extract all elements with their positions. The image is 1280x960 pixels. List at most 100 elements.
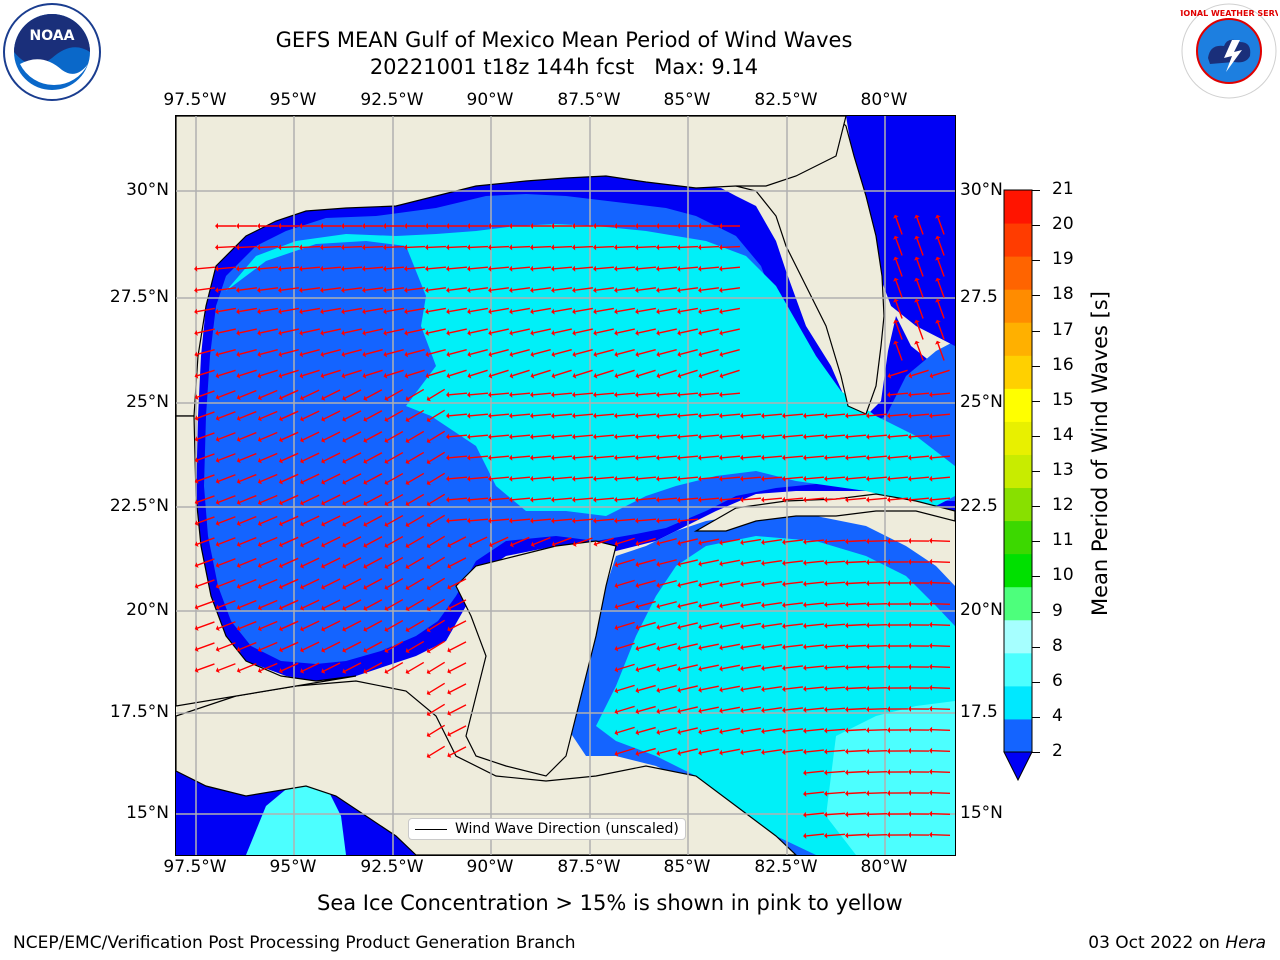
- cuba-land: [693, 493, 955, 532]
- wind-arrow: [239, 369, 257, 377]
- wind-arrow: [826, 812, 846, 816]
- wind-arrow-head: [257, 287, 261, 294]
- wind-arrow: [344, 515, 362, 525]
- wind-arrow: [238, 245, 258, 249]
- wind-arrow-head: [194, 499, 199, 505]
- wind-arrow: [428, 472, 446, 484]
- wind-arrow: [805, 434, 825, 438]
- wind-arrow-head: [467, 223, 470, 229]
- wind-arrow-head: [405, 521, 410, 528]
- wind-arrow: [847, 707, 867, 711]
- wind-arrow-head: [803, 412, 807, 419]
- wind-arrow: [680, 307, 698, 313]
- wind-arrow-head: [824, 454, 828, 461]
- wind-arrow-head: [614, 561, 619, 568]
- wind-arrow: [532, 392, 552, 396]
- wind-arrow-head: [656, 391, 660, 398]
- wind-arrow: [868, 729, 888, 731]
- wind-arrow: [217, 245, 237, 249]
- wind-arrow-head: [215, 541, 220, 548]
- wind-arrow: [937, 322, 945, 340]
- wind-arrow: [554, 307, 572, 313]
- wind-arrow: [532, 245, 552, 249]
- wind-arrow: [407, 388, 425, 400]
- wind-arrow-head: [488, 351, 493, 358]
- wind-arrow-head: [677, 308, 681, 315]
- wind-arrow-head: [824, 580, 828, 587]
- wind-arrow-head: [698, 412, 702, 419]
- wind-arrow-head: [698, 330, 702, 336]
- colorbar-tick-mark: [1032, 260, 1040, 262]
- wind-arrow-head: [803, 811, 807, 818]
- wind-arrow-head: [321, 395, 326, 401]
- wind-arrow-head: [383, 287, 387, 294]
- wind-arrow: [260, 599, 278, 609]
- wind-arrow: [575, 369, 593, 377]
- wind-arrow-head: [698, 602, 702, 609]
- wind-arrow: [407, 493, 425, 505]
- wind-arrow-head: [656, 624, 661, 631]
- wind-arrow-head: [341, 351, 346, 358]
- wind-arrow: [490, 413, 510, 417]
- wind-arrow: [302, 389, 320, 399]
- wind-arrow: [218, 600, 236, 608]
- wind-arrow: [281, 494, 299, 504]
- wind-arrow: [701, 706, 719, 712]
- wind-arrow: [680, 369, 698, 377]
- wind-arrow: [365, 536, 383, 546]
- wind-arrow-head: [279, 646, 284, 653]
- wind-arrow-head: [635, 582, 640, 589]
- wind-arrow-head: [236, 372, 241, 379]
- wind-arrow-head: [845, 664, 849, 671]
- wind-arrow-head: [488, 330, 492, 336]
- wind-arrow: [512, 348, 530, 356]
- wind-arrow: [217, 287, 237, 291]
- wind-arrow: [302, 536, 320, 546]
- colorbar-block: [1004, 421, 1032, 455]
- wind-arrow-head: [215, 625, 220, 632]
- wind-arrow: [197, 474, 215, 482]
- wind-arrow-head: [446, 287, 450, 294]
- wind-arrow-head: [257, 308, 261, 315]
- wind-arrow: [895, 259, 903, 277]
- wind-arrow: [512, 536, 530, 546]
- wind-arrow-head: [257, 625, 262, 632]
- wind-arrow: [575, 348, 593, 356]
- wind-arrow-head: [236, 330, 240, 336]
- wind-arrow: [805, 833, 825, 837]
- wind-arrow: [638, 621, 656, 629]
- wind-arrow: [281, 431, 299, 441]
- wind-arrow: [428, 493, 446, 505]
- wind-arrow: [617, 307, 635, 313]
- wind-arrow-head: [236, 415, 241, 422]
- wind-arrow-head: [384, 458, 389, 465]
- wind-arrow: [260, 328, 278, 334]
- wind-arrow-head: [893, 256, 899, 261]
- wind-arrow: [386, 493, 404, 505]
- wind-arrow-head: [761, 539, 765, 546]
- wind-arrow: [281, 307, 299, 313]
- wind-arrow: [511, 518, 531, 522]
- wind-arrow: [826, 791, 846, 795]
- wind-arrow: [638, 558, 656, 566]
- wind-arrow-head: [677, 287, 681, 294]
- wind-arrow-head: [719, 351, 724, 358]
- wind-arrow-head: [845, 559, 849, 566]
- wind-arrow-head: [509, 265, 513, 272]
- wind-arrow: [638, 600, 656, 608]
- wind-arrow-head: [782, 412, 786, 419]
- wind-arrow-head: [866, 727, 870, 734]
- wind-arrow: [281, 389, 299, 399]
- wind-arrow: [868, 540, 888, 542]
- wind-arrow-head: [530, 391, 534, 398]
- wind-arrow-head: [614, 391, 618, 398]
- wind-arrow: [449, 599, 467, 609]
- wind-arrow-head: [468, 542, 473, 548]
- wind-arrow-head: [257, 223, 260, 229]
- wind-arrow-head: [300, 584, 305, 590]
- wind-arrow-head: [845, 706, 849, 713]
- wind-arrow-head: [908, 454, 912, 461]
- wind-arrow: [931, 729, 951, 731]
- wind-arrow: [595, 413, 615, 417]
- wind-arrow: [847, 791, 867, 795]
